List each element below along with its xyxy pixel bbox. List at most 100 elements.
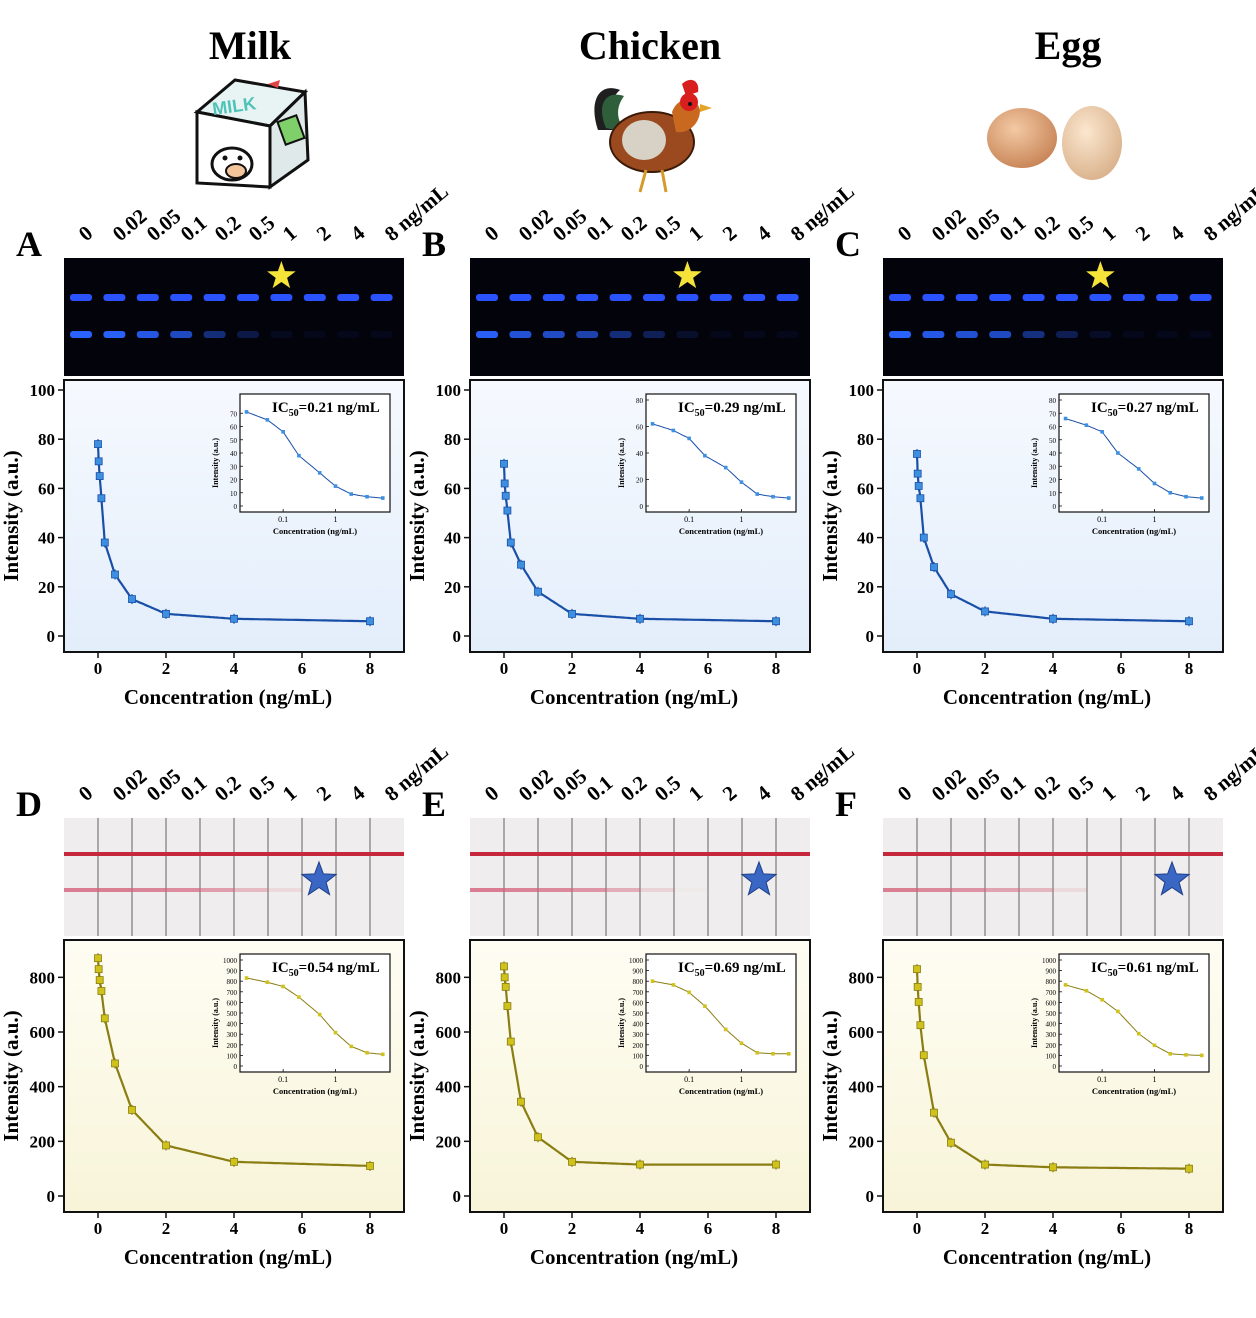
data-point xyxy=(506,538,515,547)
y-tick-label: 20 xyxy=(38,578,55,597)
inset-y-tick-label: 60 xyxy=(230,424,238,432)
data-point xyxy=(95,976,104,984)
x-axis-label: Concentration (ng/mL) xyxy=(124,1245,332,1269)
inset-data-point xyxy=(1063,416,1068,421)
y-tick-label: 60 xyxy=(444,479,461,498)
inset-y-tick-label: 400 xyxy=(633,1021,644,1029)
control-band xyxy=(476,294,498,301)
x-tick-label: 4 xyxy=(230,1219,239,1238)
control-band xyxy=(370,294,393,301)
y-tick-label: 20 xyxy=(444,578,461,597)
inset-data-point xyxy=(703,1004,707,1008)
test-band xyxy=(1189,331,1212,338)
test-band xyxy=(709,331,732,338)
y-tick-label: 0 xyxy=(866,1187,875,1206)
test-band xyxy=(1156,331,1179,338)
test-line xyxy=(504,888,538,892)
fit-curve xyxy=(96,958,371,1167)
test-band xyxy=(237,331,259,338)
test-band xyxy=(676,331,699,338)
inset-data-point xyxy=(1100,997,1104,1002)
control-band xyxy=(676,294,699,301)
inset-frame xyxy=(645,393,797,513)
lane-label: 0 xyxy=(893,781,916,806)
inset-data-point xyxy=(671,983,676,987)
inset-data-point xyxy=(333,484,338,488)
inset-y-tick-label: 60 xyxy=(1049,424,1057,432)
inset-y-tick-label: 0 xyxy=(1053,1063,1057,1071)
x-tick-label: 0 xyxy=(94,659,103,678)
y-tick-label: 400 xyxy=(30,1078,56,1097)
x-tick-label: 0 xyxy=(913,659,922,678)
x-axis-label: Concentration (ng/mL) xyxy=(943,1245,1151,1269)
inset-fit-curve xyxy=(1065,418,1202,499)
data-point xyxy=(111,1059,119,1068)
test-band xyxy=(476,331,498,338)
panel-c: C 0 0.020.050.10.20.51 2 4 8 ng/mL02040608010… xyxy=(818,179,1256,709)
control-band xyxy=(955,294,978,301)
data-point xyxy=(94,440,102,449)
inset-x-tick-label: 0.1 xyxy=(278,515,288,524)
ic50-label: IC50=0.69 ng/mL xyxy=(678,960,786,979)
lane-label: 0.1 xyxy=(176,211,212,246)
inset-x-axis-label: Concentration (ng/mL) xyxy=(273,1086,357,1096)
panel-label: B xyxy=(422,224,446,264)
inset-data-point xyxy=(687,436,691,441)
inset-data-point xyxy=(703,453,707,458)
y-tick-label: 400 xyxy=(849,1078,875,1097)
inset-data-point xyxy=(1168,490,1173,495)
inset-fit-curve xyxy=(246,977,383,1055)
x-tick-label: 0 xyxy=(94,1219,103,1238)
lane-label: 0.1 xyxy=(176,771,212,806)
inset-data-point xyxy=(755,1050,760,1055)
panel-a: A 0 0.020.050.10.20.51 2 4 8 ng/mL02040608010… xyxy=(0,179,453,709)
inset-x-axis-label: Concentration (ng/mL) xyxy=(1092,526,1176,536)
x-tick-label: 0 xyxy=(500,1219,509,1238)
inset-data-point xyxy=(723,465,728,470)
x-tick-label: 0 xyxy=(500,659,509,678)
y-axis-label: Intensity (a.u.) xyxy=(405,1010,429,1141)
inset-y-tick-label: 200 xyxy=(633,1042,644,1050)
inset-y-tick-label: 0 xyxy=(234,1063,238,1071)
inset-y-tick-label: 600 xyxy=(227,999,238,1007)
inset-y-tick-label: 30 xyxy=(230,463,238,471)
inset-frame xyxy=(239,393,391,513)
x-tick-label: 4 xyxy=(1049,1219,1058,1238)
inset-data-point xyxy=(1184,1053,1188,1057)
x-axis-label: Concentration (ng/mL) xyxy=(943,685,1151,709)
inset-y-tick-label: 60 xyxy=(636,424,644,432)
colorimetric-strip-image xyxy=(64,818,404,936)
data-point xyxy=(913,469,922,478)
test-band xyxy=(1022,331,1045,338)
inset-y-tick-label: 30 xyxy=(1049,463,1057,471)
control-band xyxy=(609,294,632,301)
x-tick-label: 2 xyxy=(981,659,990,678)
inset-x-tick-label: 1 xyxy=(739,515,743,524)
y-tick-label: 40 xyxy=(857,529,874,548)
lane-label: 1 xyxy=(684,781,707,806)
y-tick-label: 60 xyxy=(857,479,874,498)
data-point xyxy=(913,983,922,991)
y-tick-label: 200 xyxy=(849,1132,875,1151)
inset-fit-curve xyxy=(652,980,789,1055)
inset-y-tick-label: 0 xyxy=(640,503,644,511)
test-band xyxy=(989,331,1012,338)
data-point xyxy=(916,494,925,503)
inset-y-tick-label: 800 xyxy=(633,978,644,986)
inset-y-tick-label: 0 xyxy=(234,503,238,511)
inset-data-point xyxy=(1199,1053,1204,1058)
lane-label: 4 xyxy=(346,780,370,805)
inset-y-tick-label: 500 xyxy=(1046,1010,1057,1018)
test-band xyxy=(1122,331,1145,338)
data-point xyxy=(913,965,921,974)
x-tick-label: 6 xyxy=(704,659,713,678)
inset-data-point xyxy=(739,1041,744,1046)
colorimetric-strip-image xyxy=(470,818,810,936)
panel-label: D xyxy=(16,784,42,824)
inset-data-point xyxy=(1100,430,1104,434)
control-band xyxy=(542,294,565,301)
data-point xyxy=(636,1160,644,1169)
